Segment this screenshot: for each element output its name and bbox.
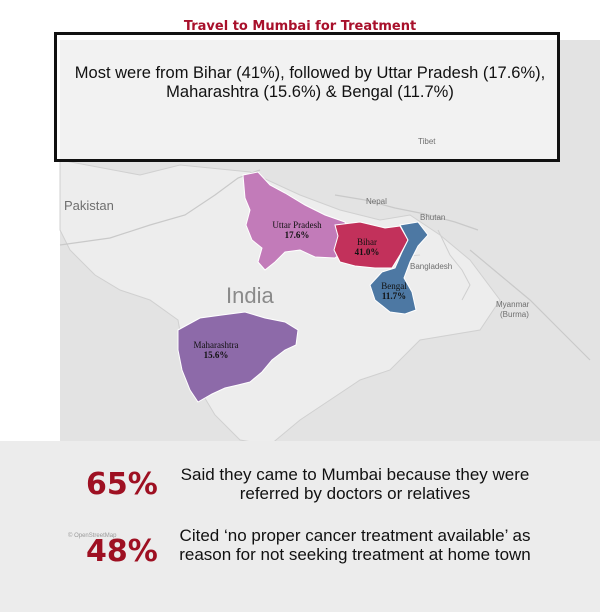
state-name: Uttar Pradesh [272, 220, 322, 230]
state-value: 17.6% [284, 230, 310, 240]
label-pakistan: Pakistan [64, 198, 114, 213]
state-label-uttar-pradesh: Uttar Pradesh 17.6% [264, 220, 330, 240]
stats-panel [0, 441, 600, 612]
state-name: Bengal [381, 281, 407, 291]
label-myanmar: Myanmar [496, 300, 530, 309]
label-tibet: Tibet [418, 137, 436, 146]
state-name: Maharashtra [193, 340, 239, 350]
label-bhutan: Bhutan [420, 213, 446, 222]
map-title: Travel to Mumbai for Treatment [0, 19, 600, 34]
border-line-4 [437, 229, 471, 301]
state-bihar[interactable] [333, 221, 409, 269]
state-bengal[interactable] [369, 221, 429, 315]
state-maharashtra[interactable] [177, 311, 299, 403]
stat-percent: 65% [86, 467, 158, 502]
label-nepal: Nepal [366, 197, 387, 206]
callout-text: Most were from Bihar (41%), followed by … [74, 64, 546, 101]
stat-description: Said they came to Mumbai because they we… [180, 465, 530, 503]
state-uttar-pradesh[interactable] [242, 171, 349, 271]
state-label-bihar: Bihar 41.0% [342, 237, 392, 257]
border-line-3 [469, 249, 591, 361]
border-line [59, 169, 261, 246]
label-bangladesh: Bangladesh [410, 262, 453, 271]
state-label-maharashtra: Maharashtra 15.6% [184, 340, 248, 360]
state-value: 41.0% [354, 247, 380, 257]
state-value: 15.6% [203, 350, 229, 360]
callout-box [54, 32, 560, 162]
state-value: 11.7% [381, 291, 407, 301]
label-burma: (Burma) [500, 310, 529, 319]
border-line-2 [334, 194, 479, 231]
stat-percent: 48% [86, 534, 158, 569]
state-name: Bihar [357, 237, 377, 247]
map-attribution: © OpenStreetMap [68, 533, 117, 539]
label-india: India [226, 283, 274, 308]
state-label-bengal: Bengal 11.7% [372, 281, 416, 301]
stat-description: Cited ‘no proper cancer treatment availa… [179, 526, 531, 564]
